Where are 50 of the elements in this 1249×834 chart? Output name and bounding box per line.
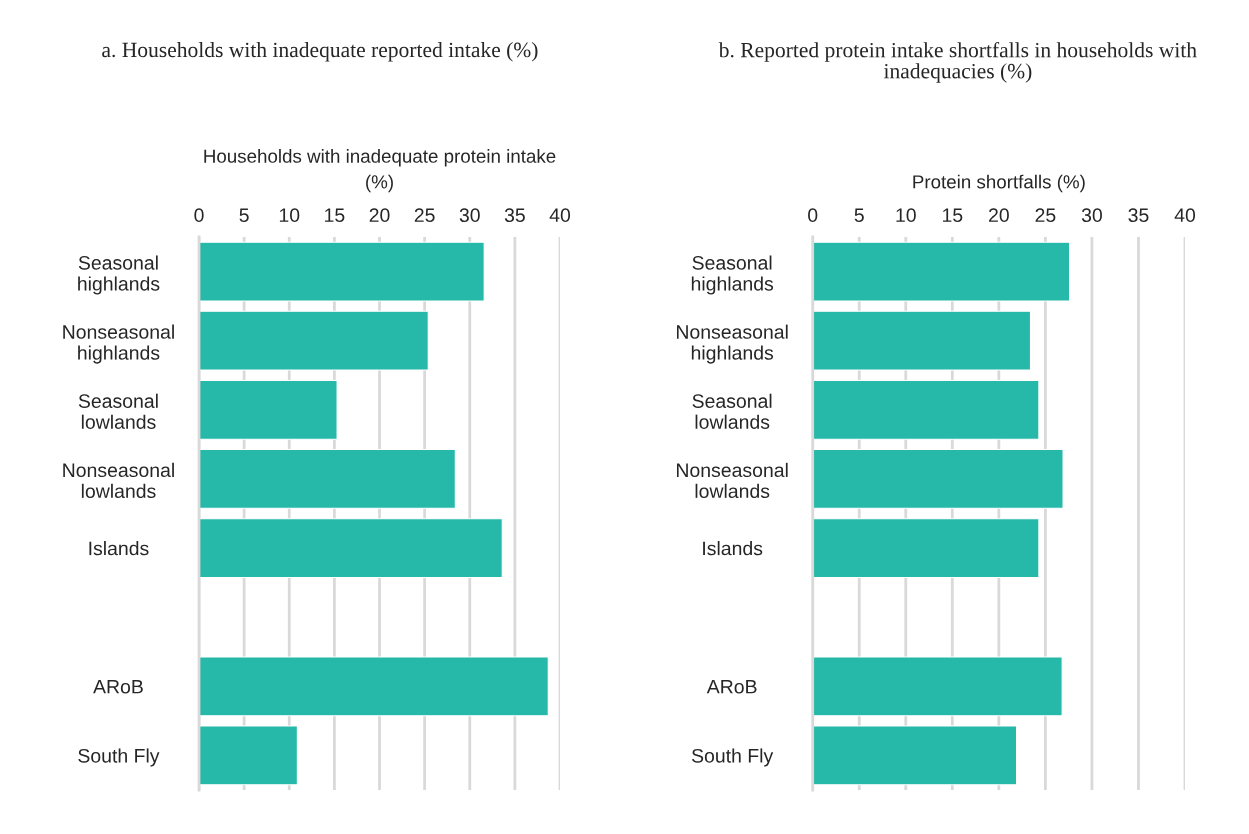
x-tick-label: 0 bbox=[808, 208, 818, 223]
y-tick-label: Nonseasonal lowlands bbox=[63, 462, 174, 499]
x-tick-label: 35 bbox=[1128, 208, 1149, 223]
chart-title: a. Households with inadequate reported intake (%) bbox=[102, 42, 538, 62]
bar bbox=[199, 656, 549, 717]
x-tick-label: 35 bbox=[504, 208, 525, 223]
x-tick-label: 25 bbox=[414, 208, 435, 223]
bar bbox=[812, 241, 1071, 302]
bar bbox=[199, 449, 456, 509]
x-tick-label: 10 bbox=[896, 208, 916, 223]
y-tick-label: ARoB bbox=[93, 679, 143, 694]
x-tick-label: 5 bbox=[239, 208, 249, 223]
y-tick-label: ARoB bbox=[706, 679, 757, 694]
bar bbox=[812, 725, 1018, 786]
x-axis-title: Protein shortfalls (%) bbox=[913, 174, 1085, 193]
x-tick-label: 20 bbox=[989, 208, 1009, 223]
bar bbox=[199, 725, 298, 786]
bar bbox=[812, 518, 1040, 578]
x-tick-label: 30 bbox=[1081, 208, 1102, 223]
y-tick-label: South Fly bbox=[78, 748, 160, 767]
bar bbox=[199, 241, 485, 302]
bar bbox=[199, 379, 338, 440]
y-tick-label: Islands bbox=[89, 541, 149, 556]
y-tick-label: Nonseasonal lowlands bbox=[676, 462, 788, 499]
y-tick-label: Seasonal lowlands bbox=[78, 393, 158, 429]
bar bbox=[199, 310, 429, 371]
x-tick-label: 20 bbox=[369, 208, 390, 223]
x-axis-title: Households with inadequate protein intake (%) bbox=[204, 149, 556, 193]
bar bbox=[812, 449, 1064, 509]
x-tick-label: 10 bbox=[279, 208, 300, 223]
x-tick-label: 40 bbox=[549, 208, 571, 223]
y-tick-label: Nonseasonal highlands bbox=[63, 324, 174, 364]
y-tick-label: Seasonal highlands bbox=[78, 255, 160, 295]
y-tick-label: Nonseasonal highlands bbox=[676, 324, 788, 364]
x-tick-label: 30 bbox=[459, 208, 480, 223]
x-tick-label: 40 bbox=[1174, 208, 1196, 223]
x-tick-label: 0 bbox=[194, 208, 204, 223]
bar bbox=[812, 656, 1063, 717]
x-tick-label: 15 bbox=[942, 208, 963, 223]
x-tick-label: 15 bbox=[325, 208, 345, 223]
bar bbox=[812, 379, 1040, 440]
x-tick-label: 25 bbox=[1035, 208, 1056, 223]
y-tick-label: Seasonal lowlands bbox=[692, 393, 772, 429]
x-tick-label: 5 bbox=[854, 208, 864, 223]
bar bbox=[812, 310, 1032, 371]
y-tick-label: Islands bbox=[703, 541, 763, 556]
y-tick-label: South Fly bbox=[691, 748, 774, 767]
bar bbox=[199, 518, 503, 578]
y-tick-label: Seasonal highlands bbox=[691, 255, 774, 295]
chart-title: b. Reported protein intake shortfalls in households with inadequacies (%) bbox=[718, 42, 1197, 83]
